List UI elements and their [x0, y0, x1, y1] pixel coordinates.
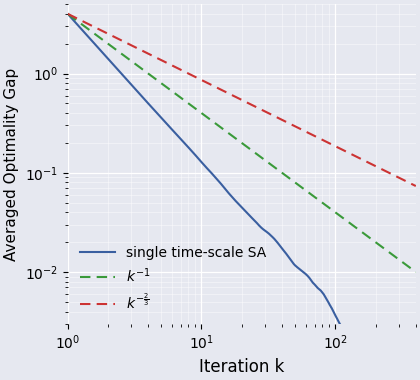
- $k^{-\frac{2}{3}}$: [394, 174, 399, 179]
- Legend: single time-scale SA, $k^{-1}$, $k^{-\frac{2}{3}}$: single time-scale SA, $k^{-1}$, $k^{-\fr…: [75, 240, 272, 317]
- single time-scale SA: [291, 262, 297, 266]
- $k^{-1}$: [65, 11, 70, 16]
- Line: $k^{-1}$: $k^{-1}$: [68, 14, 416, 272]
- X-axis label: Iteration k: Iteration k: [199, 358, 284, 376]
- $k^{-\frac{2}{3}}$: [349, 152, 354, 156]
- Y-axis label: Averaged Optimality Gap: Averaged Optimality Gap: [4, 67, 19, 261]
- $k^{-1}$: [413, 270, 418, 274]
- Line: single time-scale SA: single time-scale SA: [68, 14, 416, 380]
- $k^{-\frac{2}{3}}$: [291, 124, 297, 128]
- $k^{-\frac{2}{3}}$: [386, 171, 391, 175]
- $k^{-\frac{2}{3}}$: [395, 175, 400, 179]
- $k^{-1}$: [395, 256, 400, 261]
- single time-scale SA: [360, 339, 365, 344]
- $k^{-1}$: [394, 256, 399, 260]
- $k^{-1}$: [291, 179, 297, 184]
- Line: $k^{-\frac{2}{3}}$: $k^{-\frac{2}{3}}$: [68, 14, 416, 186]
- single time-scale SA: [349, 332, 354, 336]
- $k^{-1}$: [386, 250, 391, 255]
- single time-scale SA: [65, 11, 70, 16]
- $k^{-\frac{2}{3}}$: [65, 11, 70, 16]
- $k^{-1}$: [349, 222, 354, 226]
- $k^{-\frac{2}{3}}$: [413, 184, 418, 188]
- $k^{-\frac{2}{3}}$: [360, 157, 365, 162]
- $k^{-1}$: [360, 230, 365, 234]
